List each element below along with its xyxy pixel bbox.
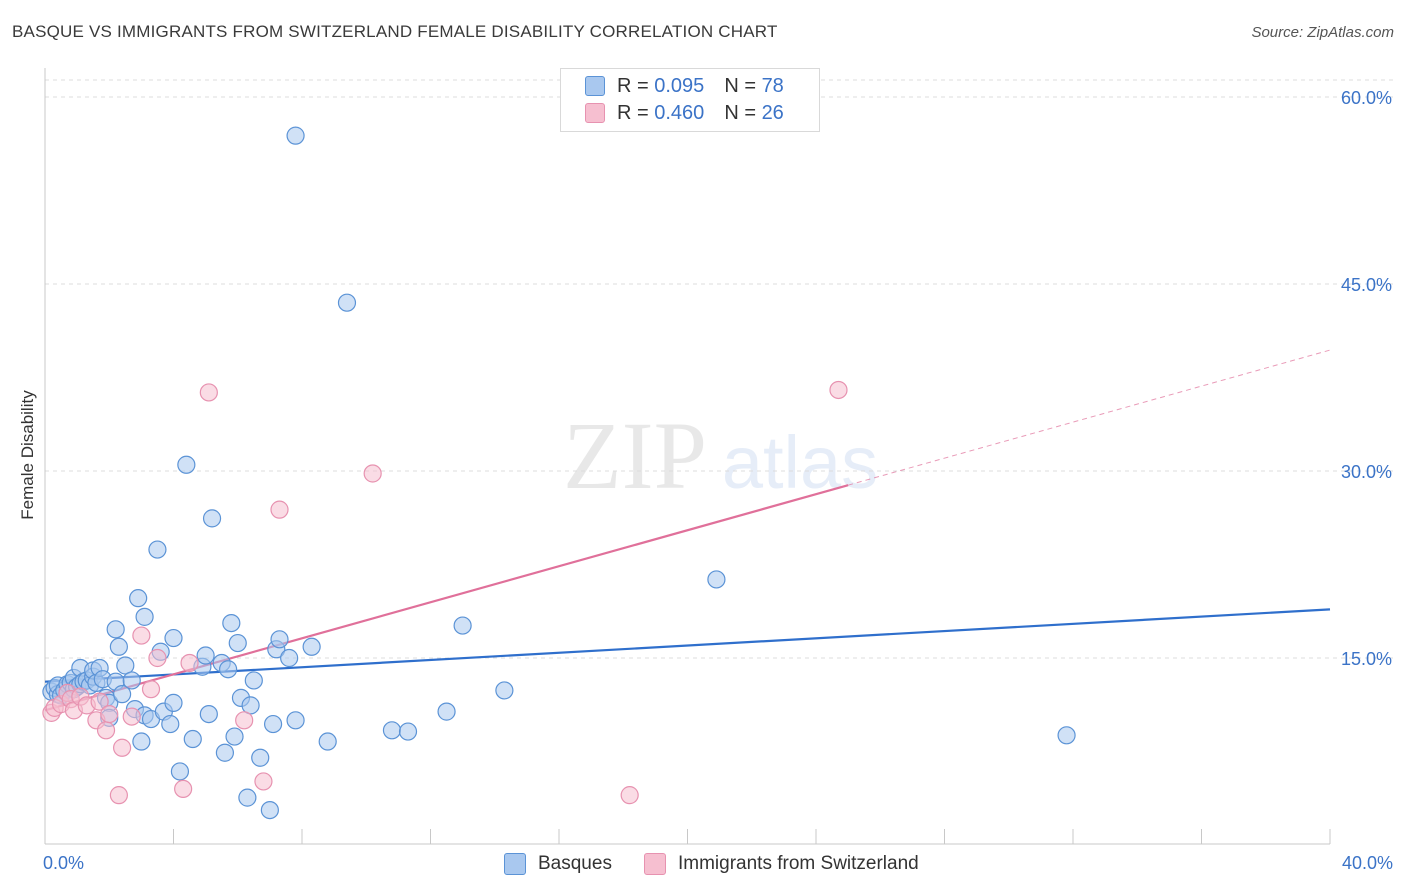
watermark-atlas: atlas	[722, 421, 878, 504]
basques-point	[707, 570, 726, 589]
swiss-point	[363, 464, 382, 483]
basques-n-value: 78	[761, 74, 784, 97]
basques-point	[244, 671, 263, 690]
basques-point	[495, 681, 514, 700]
swiss-point	[235, 711, 254, 730]
swiss-swatch	[585, 103, 605, 123]
swiss-point	[90, 692, 109, 711]
correlation-legend: R = 0.095 N = 78 R = 0.460 N = 26	[560, 68, 820, 132]
basques-point	[199, 704, 218, 724]
series-legend-basques: Basques	[504, 851, 612, 877]
x-tick-label-min: 0.0%	[43, 853, 84, 873]
basques-point	[1057, 726, 1076, 745]
basques-point	[286, 711, 305, 730]
basques-point	[337, 293, 357, 312]
chart-title: BASQUE VS IMMIGRANTS FROM SWITZERLAND FE…	[12, 22, 778, 41]
watermark-zip: ZIP	[563, 402, 707, 509]
basques-point	[109, 637, 128, 656]
x-tick-label-max: 40.0%	[1342, 853, 1393, 873]
basques-point	[202, 509, 222, 528]
swiss-point	[829, 380, 848, 400]
swiss-point	[199, 383, 218, 402]
basques-point	[148, 540, 167, 559]
swiss-legend-swatch	[644, 853, 666, 875]
series-legend-swiss: Immigrants from Switzerland	[644, 851, 919, 877]
swiss-n-value: 26	[761, 101, 784, 124]
swiss-point	[141, 680, 161, 699]
basques-point	[219, 660, 238, 679]
basques-point	[318, 732, 337, 751]
basques-point	[164, 693, 183, 712]
basques-n-label: N =	[724, 74, 756, 97]
swiss-r-value: 0.460	[654, 101, 705, 124]
basques-point	[129, 589, 148, 608]
basques-point	[398, 722, 418, 741]
y-tick-label: 30.0%	[1341, 462, 1392, 482]
basques-swatch	[585, 76, 605, 96]
swiss-point	[620, 786, 639, 805]
basques-point	[112, 685, 132, 704]
swiss-point	[112, 738, 132, 757]
swiss-r-label: R =	[617, 101, 649, 124]
swiss-point	[174, 779, 193, 799]
basques-point	[215, 743, 234, 762]
swiss-point	[180, 653, 199, 673]
basques-point	[270, 630, 289, 649]
legend-row-basques: R = 0.095 N = 78	[585, 73, 784, 99]
basques-point	[251, 748, 270, 767]
swiss-trend-line	[44, 484, 849, 712]
swiss-point	[270, 500, 289, 519]
basques-point	[280, 648, 299, 668]
basques-legend-label: Basques	[538, 853, 612, 874]
basques-point	[241, 696, 260, 715]
swiss-point	[254, 772, 273, 791]
basques-point	[177, 455, 196, 474]
basques-r-value: 0.095	[654, 74, 705, 97]
basques-point	[183, 729, 202, 749]
basques-point	[164, 628, 183, 648]
basques-point	[222, 613, 241, 633]
basques-point	[260, 800, 279, 820]
basques-point	[238, 788, 257, 807]
basques-point	[382, 721, 402, 740]
source-label: Source: ZipAtlas.com	[1251, 24, 1394, 41]
basques-point	[132, 732, 151, 751]
basques-point	[135, 607, 154, 626]
basques-point	[263, 714, 283, 734]
basques-point	[170, 762, 190, 781]
basques-point	[116, 656, 135, 675]
basques-point	[228, 633, 247, 653]
legend-row-swiss: R = 0.460 N = 26	[585, 100, 784, 126]
swiss-point	[96, 721, 116, 740]
swiss-point	[109, 786, 128, 805]
basques-point	[106, 620, 125, 639]
swiss-n-label: N =	[724, 101, 756, 124]
swiss-point	[132, 626, 151, 645]
basques-trend-line	[44, 608, 1331, 683]
swiss-point	[148, 648, 167, 668]
basques-point	[286, 126, 305, 145]
basques-point	[225, 727, 244, 746]
y-tick-label: 45.0%	[1341, 275, 1392, 295]
basques-point	[196, 646, 215, 665]
basques-point	[302, 637, 321, 656]
basques-point	[161, 714, 180, 734]
swiss-legend-label: Immigrants from Switzerland	[678, 853, 919, 874]
swiss-point	[100, 704, 119, 724]
basques-r-label: R =	[617, 74, 649, 97]
y-tick-label: 15.0%	[1341, 649, 1392, 669]
basques-point	[122, 671, 141, 690]
y-tick-label: 60.0%	[1341, 88, 1392, 108]
basques-point	[453, 616, 472, 635]
basques-point	[437, 702, 456, 721]
basques-legend-swatch	[504, 853, 526, 875]
swiss-point	[122, 707, 141, 726]
swiss-trend-extension	[847, 349, 1331, 486]
